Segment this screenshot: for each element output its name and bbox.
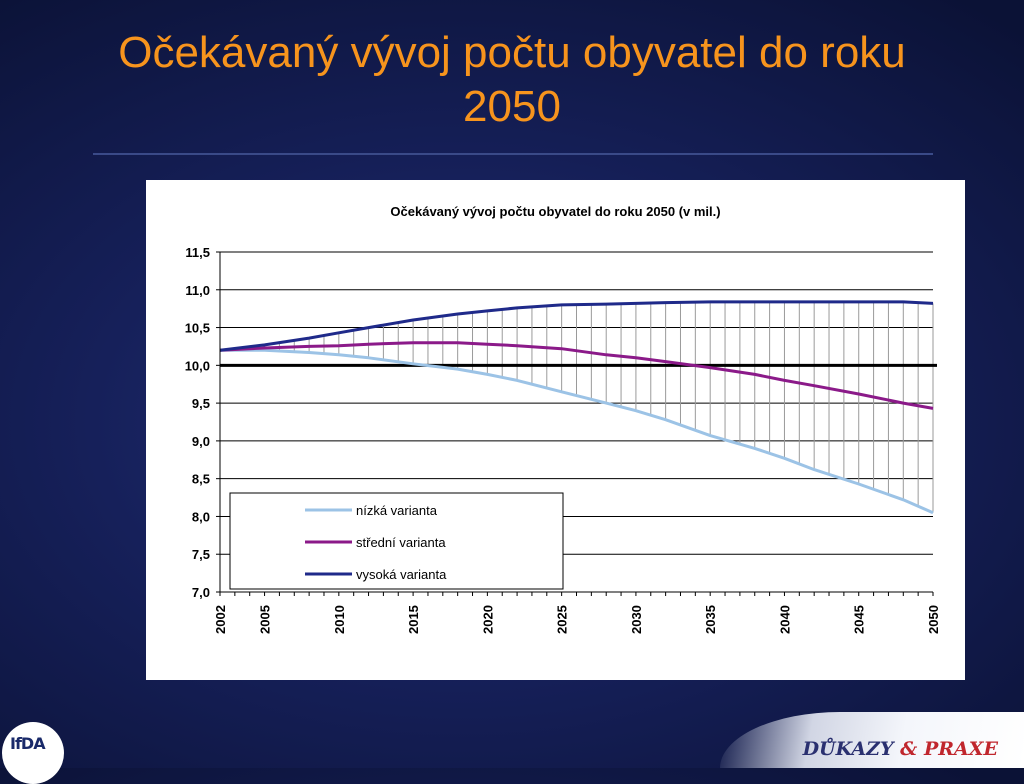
axes: [216, 251, 934, 596]
chart-title: Očekávaný vývoj počtu obyvatel do roku 2…: [390, 204, 721, 219]
x-tick-label: 2050: [926, 605, 941, 634]
slide-title-line1: Očekávaný vývoj počtu obyvatel do roku: [118, 28, 906, 77]
y-tick-label: 8,5: [192, 472, 210, 487]
drop-lines: [234, 301, 934, 513]
legend-label-3: vysoká varianta: [356, 567, 447, 582]
population-chart: 11,511,010,510,09,59,08,58,07,57,0 2002 2…: [185, 245, 941, 634]
series-line-2: [219, 341, 934, 410]
praxe-text: PRAXE: [923, 738, 998, 760]
title-divider: [93, 153, 933, 155]
dukazy-praxe-band: [720, 712, 1024, 768]
x-tick-label: 2010: [332, 605, 347, 634]
series-line-3: [219, 300, 934, 352]
y-tick-label: 11,5: [185, 245, 210, 260]
x-tick-label: 2035: [703, 605, 718, 634]
y-tick-labels: 11,5 11,0 10,5 10,0 9,5 9,0 8,5 8,0 7,5 7,0: [185, 245, 210, 600]
y-tick-label: 7,5: [192, 547, 210, 562]
slide-title: Očekávaný vývoj počtu obyvatel do roku 2…: [0, 26, 1024, 134]
chart-panel: Očekávaný vývoj počtu obyvatel do roku 2…: [146, 180, 965, 680]
y-tick-label: 10,0: [185, 358, 210, 373]
dukazy-text: DŮKAZY: [802, 738, 894, 760]
y-tick-label: 7,0: [192, 585, 210, 600]
legend-label-1: nízká varianta: [356, 503, 438, 518]
series-line-1: [220, 348, 934, 515]
series-lines: [219, 300, 934, 515]
dukazy-praxe-logo: DŮKAZY & PRAXE: [803, 738, 998, 760]
y-tick-label: 11,0: [185, 283, 210, 298]
legend: nízká varianta střední varianta vysoká var…: [229, 492, 564, 590]
logo-ampersand: &: [900, 738, 918, 760]
x-tick-label: 2020: [480, 605, 495, 634]
x-tick-label: 2005: [258, 605, 273, 634]
x-tick-labels: 2002 2005 2010 2015 2020 2025 2030 2035 2040 2045…: [213, 605, 941, 634]
x-tick-label: 2002: [213, 605, 228, 634]
x-tick-label: 2045: [852, 605, 867, 634]
x-tick-label: 2015: [406, 605, 421, 634]
x-tick-label: 2040: [777, 605, 792, 634]
y-tick-label: 9,5: [192, 396, 210, 411]
ifda-logo-text: IfDA: [10, 734, 46, 753]
legend-box: [229, 492, 564, 590]
ifda-logo: IfDA: [0, 716, 70, 784]
x-tick-label: 2030: [629, 605, 644, 634]
y-tick-label: 9,0: [192, 434, 210, 449]
y-tick-label: 10,5: [185, 321, 210, 336]
x-tick-label: 2025: [555, 605, 570, 634]
ifda-logo-circle: [2, 722, 64, 784]
y-tick-label: 8,0: [192, 509, 210, 524]
slide-title-line2: 2050: [463, 82, 561, 131]
legend-label-2: střední varianta: [356, 535, 446, 550]
